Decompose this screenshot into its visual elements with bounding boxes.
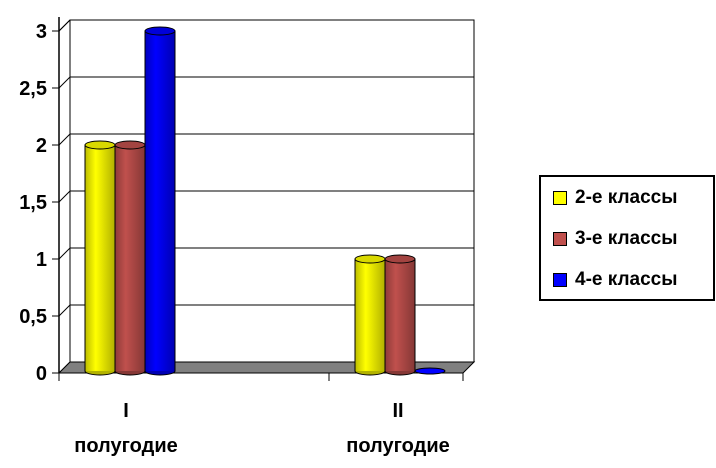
y-tick-labels: 0 0,5 1 1,5 2 2,5 3 (19, 21, 47, 385)
bar-fill (115, 145, 145, 371)
side-wall-top-edge (58, 19, 71, 32)
bar-cap (384, 254, 416, 264)
x-tick-label: полугодие (346, 435, 450, 457)
bar-4-е классы-I полугодие (144, 26, 176, 376)
x-tick-label: II (392, 400, 403, 422)
bar-4-е классы-II полугодие (414, 367, 446, 375)
bar-cap (354, 254, 386, 264)
y-tick-label: 2,5 (19, 78, 47, 100)
gridline-side (58, 190, 71, 203)
legend-swatch-yellow (553, 191, 567, 205)
bar-cap (114, 140, 146, 150)
y-tick-label: 1 (36, 249, 47, 271)
bar-fill (85, 145, 115, 371)
bar-cap (84, 140, 116, 150)
legend-label: 4-е классы (575, 269, 678, 290)
bar-zero-disk (414, 367, 446, 375)
legend-label: 2-е классы (575, 187, 678, 208)
gridline-side (58, 133, 71, 146)
gridline-side (58, 76, 71, 89)
legend-swatch-red (553, 232, 567, 246)
gridline-side (58, 304, 71, 317)
gridline-side (58, 247, 71, 260)
bar-cap (144, 26, 176, 36)
legend-swatch-blue (553, 273, 567, 287)
bars (84, 26, 446, 376)
bar-2-е классы-II полугодие (354, 254, 386, 376)
legend-item-2-classes: 2-е классы (553, 187, 677, 209)
y-tick-label: 2 (36, 135, 47, 157)
bar-3-е классы-II полугодие (384, 254, 416, 376)
y-tick-label: 0,5 (19, 306, 47, 328)
bar-fill (355, 259, 385, 371)
legend-item-4-classes: 4-е классы (553, 269, 677, 291)
legend: 2-е классы 3-е классы 4-е классы (539, 175, 715, 301)
y-tick-label: 0 (36, 363, 47, 385)
legend-label: 3-е классы (575, 228, 678, 249)
y-tick-label: 1,5 (19, 192, 47, 214)
x-tick-label: I (123, 400, 129, 422)
bar-fill (145, 31, 175, 371)
y-tick-label: 3 (36, 21, 47, 43)
legend-item-3-classes: 3-е классы (553, 228, 677, 250)
bar-2-е классы-I полугодие (84, 140, 116, 376)
bar-3-е классы-I полугодие (114, 140, 146, 376)
bar-fill (385, 259, 415, 371)
axes (52, 17, 464, 381)
x-tick-label: полугодие (74, 435, 178, 457)
